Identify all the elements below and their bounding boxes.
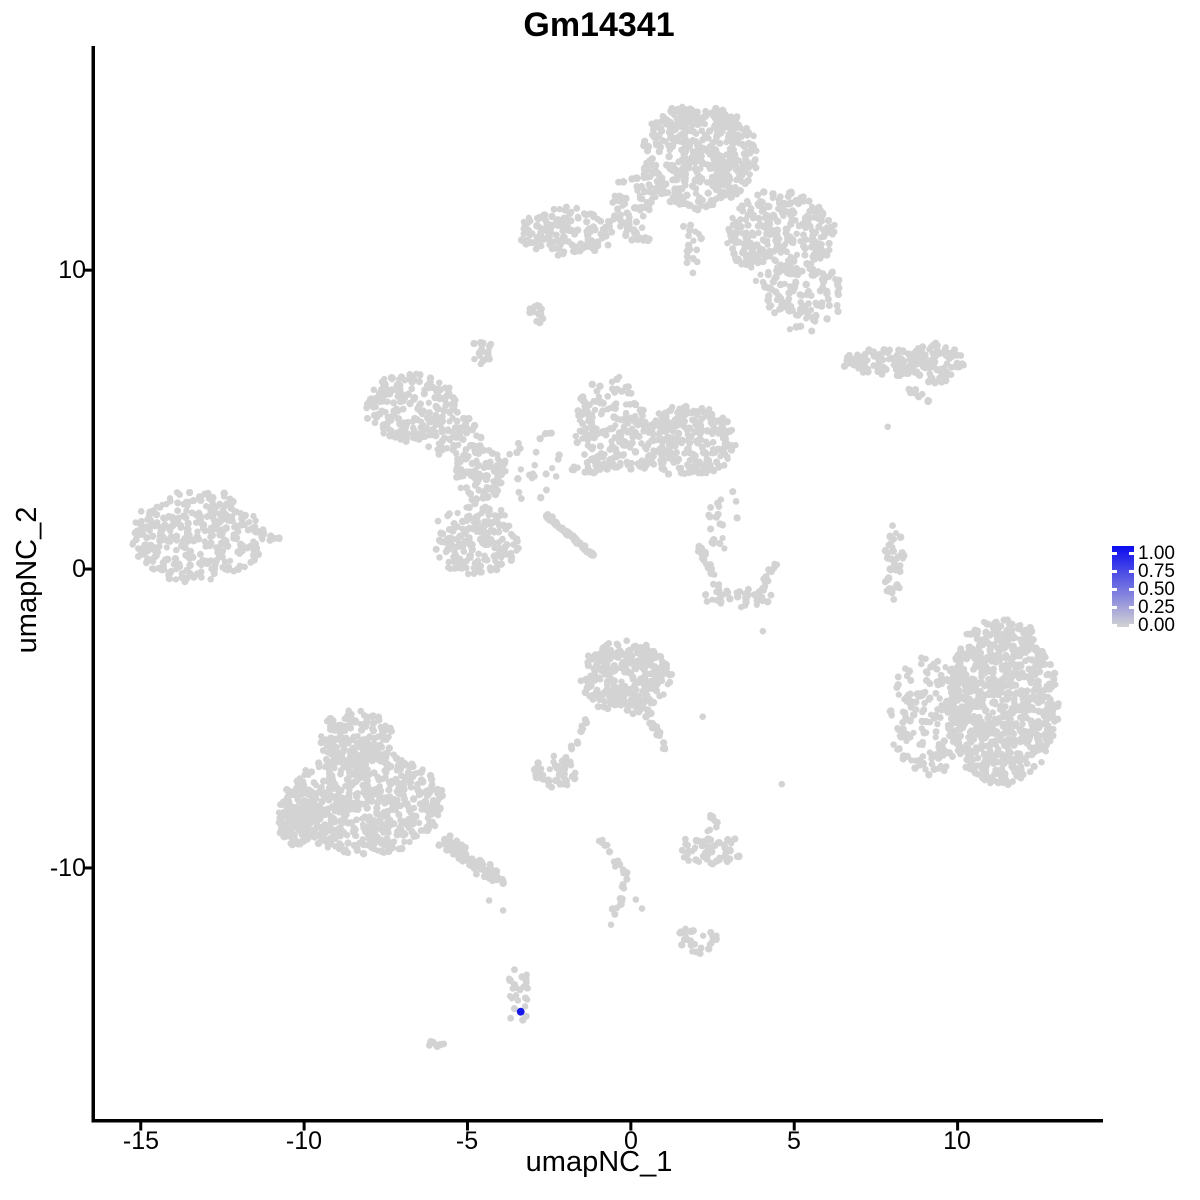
colorbar-tick xyxy=(1112,624,1117,627)
y-tick-label: 10 xyxy=(58,256,86,284)
y-axis-line xyxy=(91,46,95,1123)
colorbar-tick xyxy=(1129,606,1134,609)
colorbar-tick xyxy=(1129,570,1134,573)
colorbar-tick xyxy=(1112,570,1117,573)
y-tick-label: 0 xyxy=(72,555,86,583)
colorbar-tick xyxy=(1129,588,1134,591)
colorbar-legend: 1.00 0.75 0.50 0.25 0.00 xyxy=(1106,538,1200,638)
colorbar-tick xyxy=(1129,552,1134,555)
colorbar-tick xyxy=(1112,588,1117,591)
x-tick-label: -10 xyxy=(285,1127,323,1155)
x-tick-mark xyxy=(956,1122,960,1131)
y-tick-mark xyxy=(83,866,92,870)
x-tick-label: 10 xyxy=(943,1127,971,1155)
x-tick-mark xyxy=(465,1122,469,1131)
x-tick-label: 0 xyxy=(624,1127,638,1155)
y-tick-label: -10 xyxy=(49,854,86,882)
legend-label: 0.00 xyxy=(1138,615,1175,636)
x-tick-mark xyxy=(792,1122,796,1131)
x-tick-mark xyxy=(302,1122,306,1131)
plot-title: Gm14341 xyxy=(523,6,675,44)
x-axis-line xyxy=(91,1119,1103,1123)
x-axis-title: umapNC_1 xyxy=(525,1146,673,1178)
legend-label: 0.75 xyxy=(1138,561,1175,582)
x-tick-label: -15 xyxy=(122,1127,160,1155)
colorbar-gradient xyxy=(1112,546,1134,627)
x-tick-mark xyxy=(139,1122,143,1131)
legend-label: 0.25 xyxy=(1138,597,1175,618)
legend-label: 0.50 xyxy=(1138,579,1175,600)
x-tick-label: -5 xyxy=(455,1127,479,1155)
legend-label: 1.00 xyxy=(1138,543,1175,564)
x-tick-mark xyxy=(629,1122,633,1131)
y-tick-mark xyxy=(83,268,92,272)
y-tick-mark xyxy=(83,567,92,571)
colorbar-tick xyxy=(1112,606,1117,609)
points-layer xyxy=(129,103,1062,1051)
colorbar-tick xyxy=(1129,624,1134,627)
colorbar-tick xyxy=(1112,552,1117,555)
x-tick-label: 5 xyxy=(787,1127,801,1155)
